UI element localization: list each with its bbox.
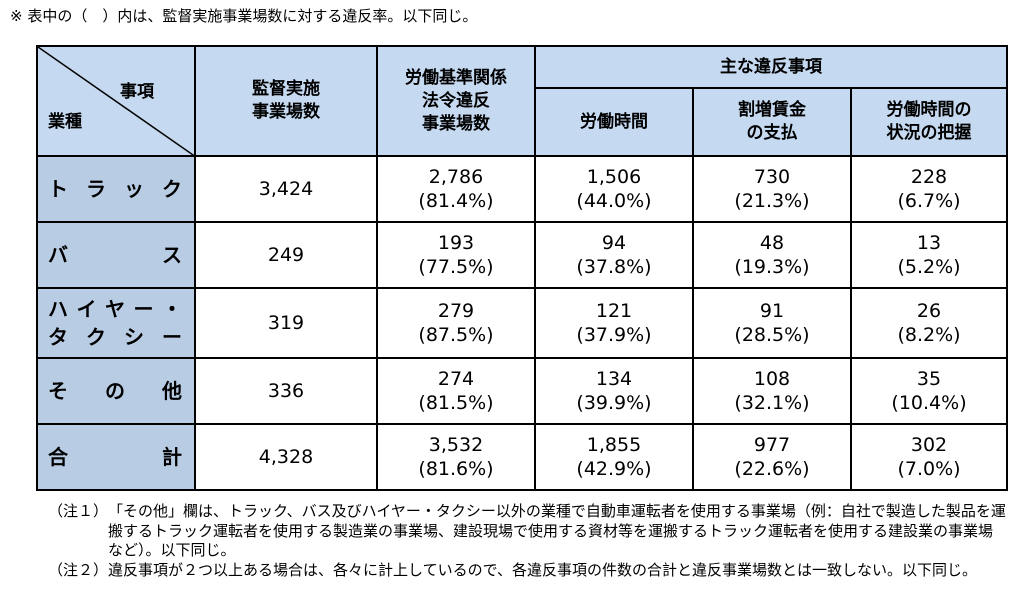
cell-inspected: 4,328 — [194, 423, 378, 491]
cell-working-hours: 121 (37.9%) — [534, 287, 694, 359]
footnote-2: （注２） 違反事項が２つ以上ある場合は、各々に計上しているので、各違反事項の件数… — [48, 561, 1008, 581]
header-violations: 労働基準関係 法令違反 事業場数 — [376, 45, 536, 157]
cell-hours-grasp: 26 (8.2%) — [849, 287, 1009, 359]
cell-inspected: 249 — [194, 221, 378, 289]
diag-header-industry: 業種 — [48, 112, 82, 132]
cell-inspected: 336 — [194, 357, 378, 425]
cell-hours-grasp: 35 (10.4%) — [849, 357, 1009, 425]
cell-violations: 274 (81.5%) — [376, 357, 536, 425]
cell-working-hours: 1,855 (42.9%) — [534, 423, 694, 491]
cell-violations: 2,786 (81.4%) — [376, 155, 536, 223]
cell-premium-wages: 48 (19.3%) — [692, 221, 852, 289]
cell-premium-wages: 977 (22.6%) — [692, 423, 852, 491]
cell-hours-grasp: 302 (7.0%) — [849, 423, 1009, 491]
footnote-text: 違反事項が２つ以上ある場合は、各々に計上しているので、各違反事項の件数の合計と違… — [108, 560, 977, 579]
cell-violations: 193 (77.5%) — [376, 221, 536, 289]
header-main-violations: 主な違反事項 — [533, 45, 1009, 89]
cell-premium-wages: 91 (28.5%) — [692, 287, 852, 359]
cell-inspected: 3,424 — [194, 155, 378, 223]
cell-premium-wages: 108 (32.1%) — [692, 357, 852, 425]
header-working-hours: 労働時間 — [534, 87, 694, 157]
cell-working-hours: 94 (37.8%) — [534, 221, 694, 289]
cell-working-hours: 1,506 (44.0%) — [534, 155, 694, 223]
footnote-label: （注２） — [48, 560, 109, 579]
diag-header-item: 事項 — [120, 82, 154, 102]
cell-inspected: 319 — [194, 287, 378, 359]
cell-violations: 279 (87.5%) — [376, 287, 536, 359]
header-premium-wages: 割増賃金 の支払 — [692, 87, 852, 157]
footnote-text: 「その他」欄は、トラック、バス及びハイヤー・タクシー以外の業種で自動車運転者を使… — [108, 502, 1006, 559]
diagonal-line — [38, 47, 196, 157]
header-hours-grasp: 労働時間の 状況の把握 — [849, 87, 1009, 157]
footnotes: （注１） 「その他」欄は、トラック、バス及びハイヤー・タクシー以外の業種で自動車… — [48, 502, 1008, 580]
row-label-hire-taxi: ハイヤー・ タクシー — [36, 287, 196, 359]
row-label-other: その他 — [36, 357, 196, 425]
header-inspected: 監督実施 事業場数 — [194, 45, 378, 157]
footnote-1: （注１） 「その他」欄は、トラック、バス及びハイヤー・タクシー以外の業種で自動車… — [48, 502, 1008, 561]
table-row: バス 249 193 (77.5%) 94 (37.8%) 48 (19.3%) 13… — [36, 221, 1009, 289]
row-label-truck: トラック — [36, 155, 196, 223]
table-row: ハイヤー・ タクシー 319 279 (87.5%) 121 (37.9%) 91(… — [36, 287, 1009, 359]
diagonal-header-cell: 事項 業種 — [36, 45, 196, 157]
table-row: トラック 3,424 2,786 (81.4%) 1,506 (44.0%) 730… — [36, 155, 1009, 223]
inspection-results-table: 事項 業種 監督実施 事業場数 労働基準関係 法令違反 事業場数 主な違反事項 労働時… — [36, 45, 1009, 491]
table-row: その他 336 274 (81.5%) 134 (39.9%) 108 (32.1%)… — [36, 357, 1009, 425]
row-label-total: 合計 — [36, 423, 196, 491]
footnote-label: （注１） — [48, 502, 109, 520]
table-row-total: 合計 4,328 3,532 (81.6%) 1,855 (42.9%) 977 (2… — [36, 423, 1009, 491]
top-note: ※ 表中の（ ）内は、監督実施事業場数に対する違反率。以下同じ。 — [10, 7, 478, 25]
cell-working-hours: 134 (39.9%) — [534, 357, 694, 425]
cell-hours-grasp: 228 (6.7%) — [849, 155, 1009, 223]
cell-hours-grasp: 13 (5.2%) — [849, 221, 1009, 289]
cell-violations: 3,532 (81.6%) — [376, 423, 536, 491]
row-label-bus: バス — [36, 221, 196, 289]
cell-premium-wages: 730 (21.3%) — [692, 155, 852, 223]
